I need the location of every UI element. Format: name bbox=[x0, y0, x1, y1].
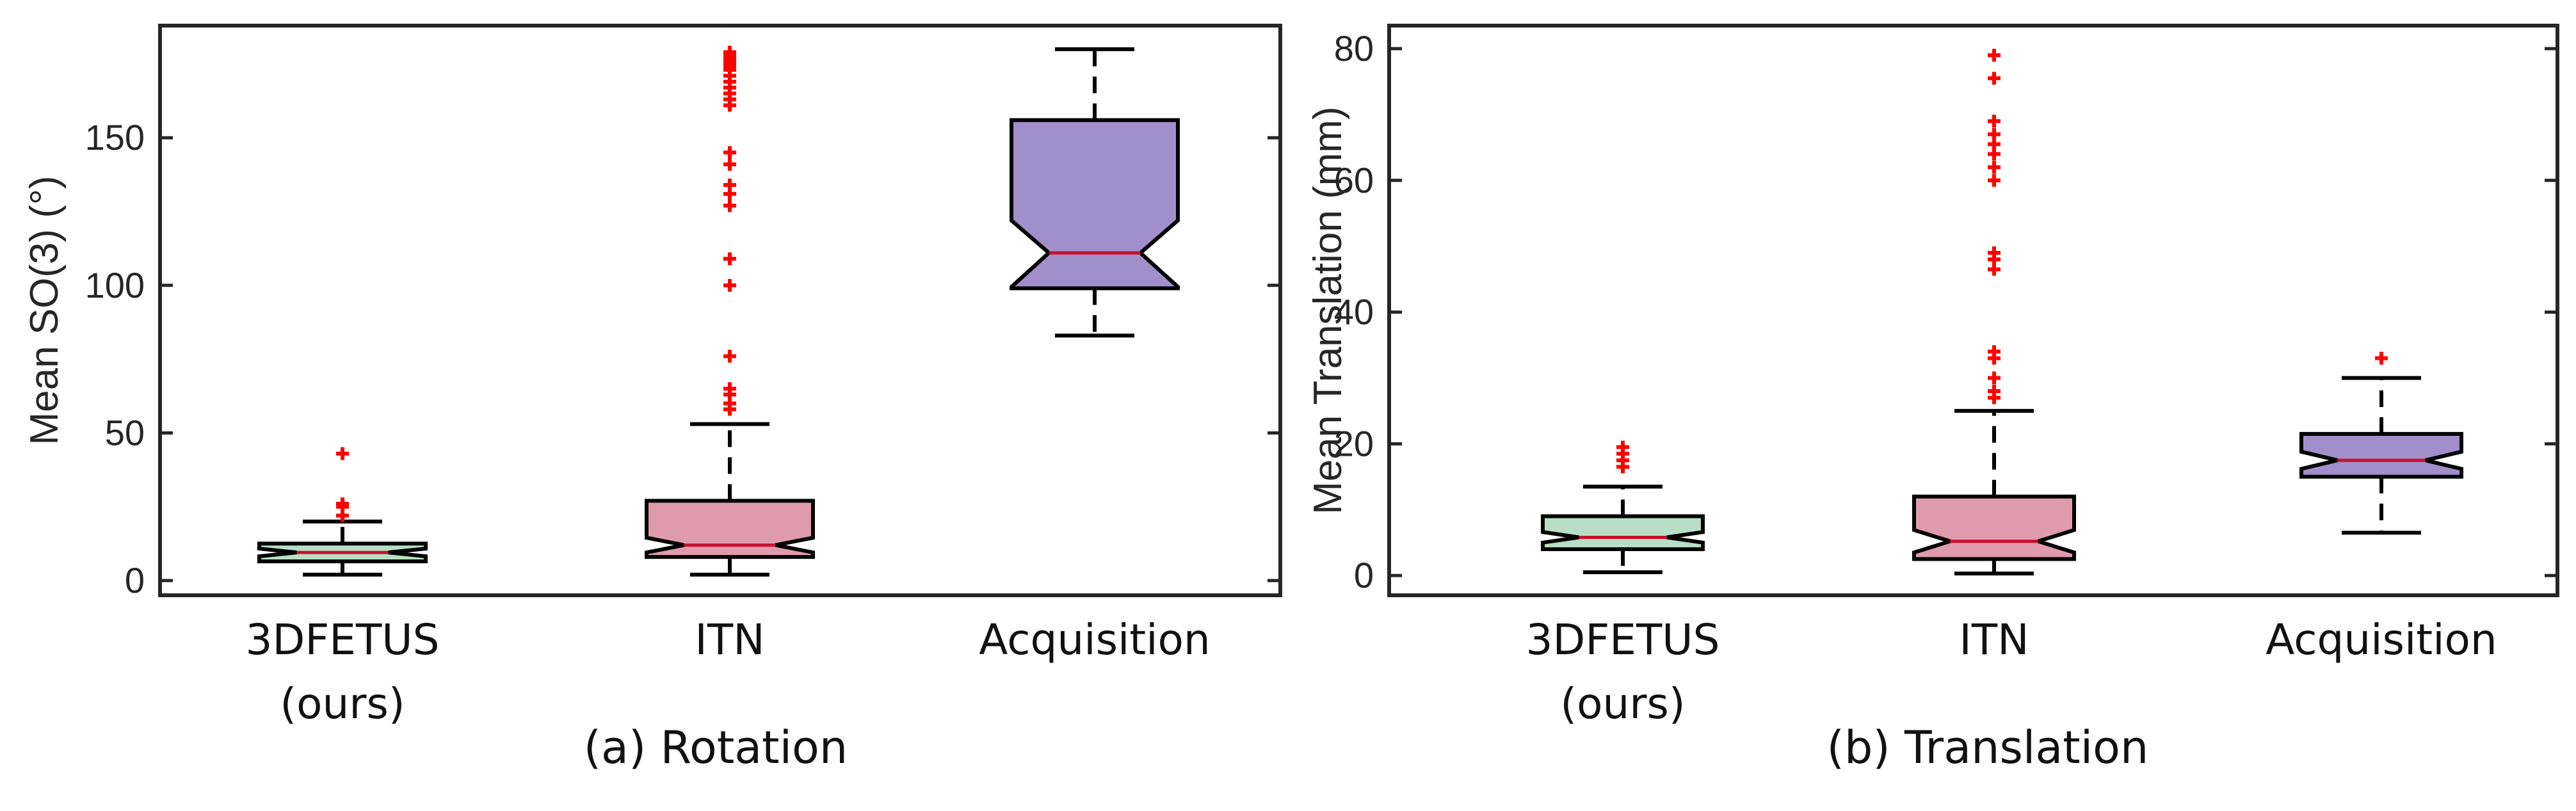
rotation-category-labels: 3DFETUS (ours) ITN Acquisition bbox=[246, 615, 1211, 728]
y-tick-label: 100 bbox=[85, 265, 145, 305]
notched-box bbox=[2299, 431, 2463, 479]
category-label: ITN bbox=[1959, 615, 2029, 664]
notched-box bbox=[1912, 494, 2076, 561]
y-tick-label: 0 bbox=[1354, 555, 1374, 595]
outlier-marker bbox=[1988, 385, 2000, 398]
outlier-marker bbox=[723, 179, 736, 192]
category-label: ITN bbox=[695, 615, 764, 664]
outlier-marker bbox=[1988, 161, 2000, 174]
rotation-y-axis-label: Mean SO(3) (°) bbox=[22, 176, 67, 446]
outlier-marker bbox=[1988, 173, 2000, 187]
category-label: 3DFETUS bbox=[246, 615, 440, 664]
outlier-marker bbox=[1988, 345, 2000, 358]
outlier-marker bbox=[723, 382, 736, 396]
box-1 bbox=[645, 45, 815, 577]
translation-y-axis-label: Mean Translation (mm) bbox=[1306, 106, 1350, 514]
outlier-marker bbox=[723, 45, 736, 59]
y-tick-label: 150 bbox=[85, 117, 145, 157]
category-label: (ours) bbox=[1560, 679, 1685, 728]
outlier-marker bbox=[1616, 440, 1629, 454]
box-1 bbox=[1912, 49, 2076, 576]
translation-axes-frame bbox=[1387, 24, 2559, 597]
outlier-marker bbox=[723, 157, 736, 171]
outlier-marker bbox=[723, 252, 736, 266]
outlier-marker bbox=[1988, 49, 2000, 62]
outlier-marker bbox=[1988, 127, 2000, 141]
rotation-caption: (a) Rotation bbox=[584, 721, 848, 774]
y-tick-label: 20 bbox=[1334, 423, 1374, 463]
outlier-marker bbox=[723, 146, 736, 159]
box-2 bbox=[1010, 47, 1180, 338]
category-label: Acquisition bbox=[979, 615, 1211, 664]
outlier-marker bbox=[2375, 351, 2388, 365]
outlier-marker bbox=[723, 349, 736, 363]
y-tick-label: 50 bbox=[105, 412, 145, 453]
outlier-marker bbox=[1988, 371, 2000, 385]
outlier-marker bbox=[1988, 246, 2000, 259]
y-tick-label: 0 bbox=[125, 560, 145, 600]
outlier-marker bbox=[1988, 72, 2000, 85]
y-tick-label: 40 bbox=[1334, 292, 1374, 332]
translation-caption: (b) Translation bbox=[1827, 721, 2149, 774]
category-label: Acquisition bbox=[2266, 615, 2497, 664]
rotation-axes-frame bbox=[158, 24, 1282, 597]
outlier-marker bbox=[336, 509, 349, 522]
translation-y-ticks: 0 20 40 60 80 bbox=[1334, 28, 2557, 595]
box-2 bbox=[2299, 351, 2463, 535]
notched-box bbox=[1010, 118, 1180, 291]
outlier-marker bbox=[723, 278, 736, 292]
outlier-marker bbox=[1988, 115, 2000, 128]
translation-boxes bbox=[1541, 49, 2463, 576]
rotation-panel: 0 50 100 150 3DFETUS (ours) ITN Acquisition Me… bbox=[22, 24, 1282, 774]
rotation-boxes bbox=[257, 45, 1180, 577]
translation-category-labels: 3DFETUS (ours) ITN Acquisition bbox=[1526, 615, 2497, 728]
outlier-marker bbox=[723, 199, 736, 213]
notched-box bbox=[645, 499, 815, 559]
rotation-y-ticks: 0 50 100 150 bbox=[85, 117, 1280, 600]
outlier-marker bbox=[336, 447, 349, 460]
category-label: 3DFETUS bbox=[1526, 615, 1720, 664]
box-0 bbox=[1541, 440, 1705, 574]
translation-panel: 0 20 40 60 80 3DFETUS (ours) ITN Acquisition Me… bbox=[1306, 24, 2559, 774]
y-tick-label: 80 bbox=[1334, 28, 1374, 68]
box-0 bbox=[257, 447, 428, 577]
category-label: (ours) bbox=[280, 679, 405, 728]
notched-box bbox=[1541, 514, 1705, 551]
y-tick-label: 60 bbox=[1334, 160, 1374, 200]
